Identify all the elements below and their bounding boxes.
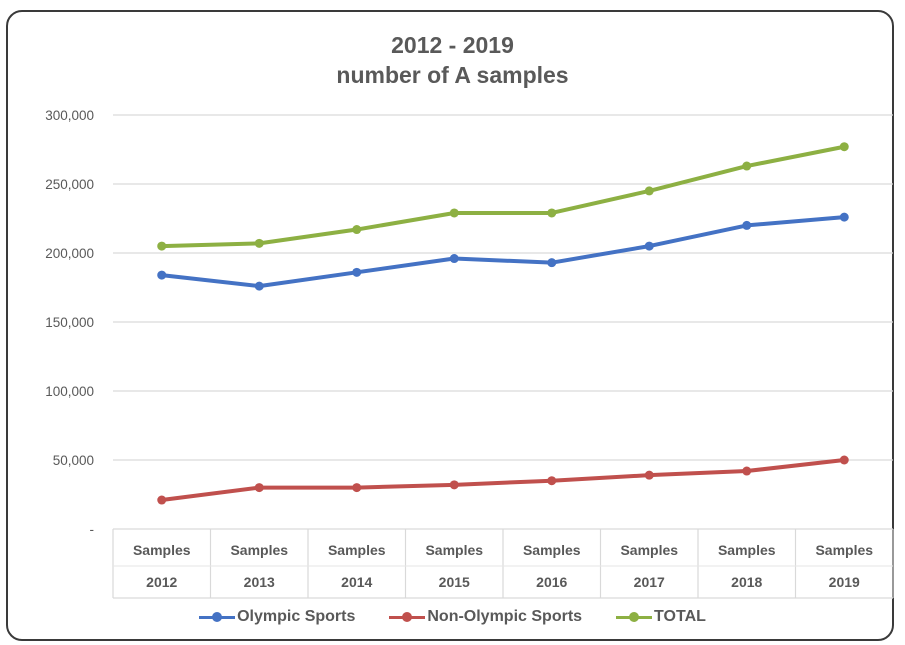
data-point	[254, 483, 264, 493]
legend-swatch	[389, 611, 426, 623]
series-line	[159, 458, 847, 503]
y-tick-label: 250,000	[45, 177, 94, 192]
data-point	[254, 238, 264, 248]
y-tick-label: 100,000	[45, 384, 94, 399]
x-category-year: 2016	[536, 574, 567, 590]
x-category-label: Samples	[815, 542, 873, 558]
x-category-year: 2013	[244, 574, 275, 590]
x-category-label: Samples	[133, 542, 191, 558]
data-point	[839, 212, 849, 222]
data-point	[644, 241, 654, 251]
x-category-year: 2015	[439, 574, 470, 590]
x-category-label: Samples	[230, 542, 288, 558]
legend-label: Non-Olympic Sports	[427, 608, 583, 625]
legend-item: Non-Olympic Sports	[389, 608, 582, 626]
legend-label: Olympic Sports	[237, 608, 356, 625]
data-point	[157, 495, 167, 505]
x-category-year: 2018	[731, 574, 762, 590]
y-tick-label: -	[90, 522, 95, 537]
data-point	[352, 483, 362, 493]
data-point	[839, 455, 849, 465]
data-point	[547, 208, 557, 218]
data-point	[254, 281, 264, 291]
data-point	[449, 254, 459, 264]
y-tick-label: 50,000	[53, 453, 94, 468]
chart-title: 2012 - 2019	[391, 32, 514, 58]
x-category-label: Samples	[620, 542, 678, 558]
data-point	[352, 267, 362, 277]
chart-legend: Olympic Sports Non-Olympic Sports TOTAL	[0, 608, 905, 626]
data-point	[449, 480, 459, 490]
x-category-year: 2012	[146, 574, 177, 590]
legend-swatch	[199, 611, 236, 623]
legend-label: TOTAL	[654, 608, 706, 625]
legend-item: TOTAL	[616, 608, 706, 626]
x-category-year: 2017	[634, 574, 665, 590]
data-point	[352, 225, 362, 235]
x-category-year: 2014	[341, 574, 372, 590]
x-category-label: Samples	[718, 542, 776, 558]
data-point	[742, 466, 752, 476]
data-point	[157, 241, 167, 251]
legend-swatch	[616, 611, 653, 623]
y-tick-label: 200,000	[45, 246, 94, 261]
data-point	[157, 270, 167, 280]
data-point	[547, 258, 557, 268]
x-category-label: Samples	[328, 542, 386, 558]
x-category-label: Samples	[425, 542, 483, 558]
data-point	[644, 186, 654, 196]
data-point	[547, 476, 557, 486]
x-category-year: 2019	[829, 574, 860, 590]
data-point	[449, 208, 459, 218]
data-point	[644, 470, 654, 480]
x-category-label: Samples	[523, 542, 581, 558]
data-point	[742, 161, 752, 171]
legend-item: Olympic Sports	[199, 608, 355, 626]
y-tick-label: 150,000	[45, 315, 94, 330]
series-line	[159, 215, 847, 289]
y-tick-label: 300,000	[45, 108, 94, 123]
series-line	[159, 144, 847, 249]
chart-subtitle: number of A samples	[336, 62, 569, 88]
data-point	[839, 142, 849, 152]
data-point	[742, 220, 752, 230]
